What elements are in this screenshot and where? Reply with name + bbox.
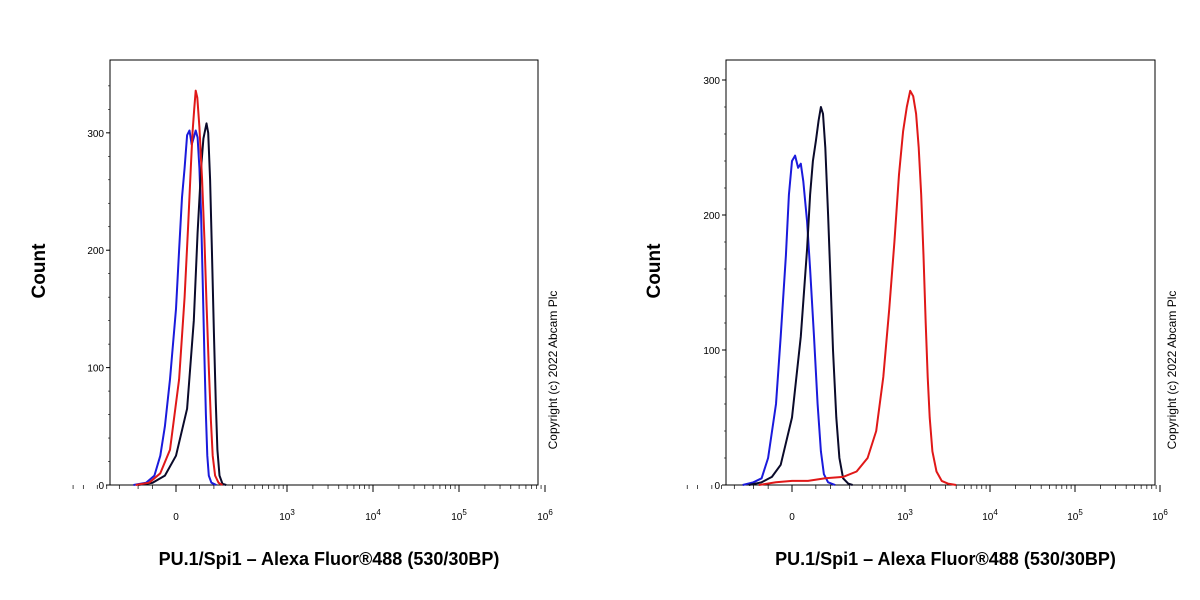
plot-frame: [725, 59, 1156, 486]
x-tick-label: 105: [1067, 508, 1083, 523]
x-tick-label: 105: [451, 508, 467, 523]
copyright-notice: Copyright (c) 2022 Abcam Plc: [546, 291, 560, 450]
y-axis-label: Count: [644, 243, 665, 299]
y-tick-label: 0: [714, 481, 720, 492]
x-tick-label: 103: [897, 508, 913, 523]
histogram-series-1: [137, 122, 227, 486]
histogram-series-1: [748, 106, 853, 486]
y-tick-label: 100: [703, 346, 720, 357]
x-tick-label: 106: [537, 508, 553, 523]
x-tick-label: 106: [1152, 508, 1168, 523]
x-axis-label: PU.1/Spi1 – Alexa Fluor®488 (530/30BP): [159, 549, 500, 569]
x-tick-label: 104: [982, 508, 998, 523]
histogram-series-0: [742, 154, 836, 486]
x-tick-label: 0: [789, 512, 795, 523]
y-axis-label: Count: [29, 243, 50, 299]
x-tick-label: 0: [173, 512, 179, 523]
histogram-panel-right: 0 100 200 300 0 103 104 105 106 Count PU.1/Spi1 – …: [644, 59, 1179, 569]
y-tick-label: 200: [703, 211, 720, 222]
histogram-panel-left: 0 100 200 300 0 103 104 105 106 Count PU.1/Spi1 – …: [29, 59, 560, 569]
y-tick-label: 200: [87, 246, 104, 257]
copyright-notice: Copyright (c) 2022 Abcam Plc: [1165, 291, 1179, 450]
histogram-series-2: [758, 89, 957, 486]
y-tick-label: 0: [98, 481, 104, 492]
y-tick-label: 300: [87, 129, 104, 140]
y-tick-label: 300: [703, 76, 720, 87]
x-axis-label: PU.1/Spi1 – Alexa Fluor®488 (530/30BP): [775, 549, 1116, 569]
histogram-series-2: [135, 89, 223, 486]
y-tick-label: 100: [87, 364, 104, 375]
x-tick-label: 103: [279, 508, 295, 523]
x-tick-label: 104: [365, 508, 381, 523]
plot-frame: [109, 59, 539, 486]
